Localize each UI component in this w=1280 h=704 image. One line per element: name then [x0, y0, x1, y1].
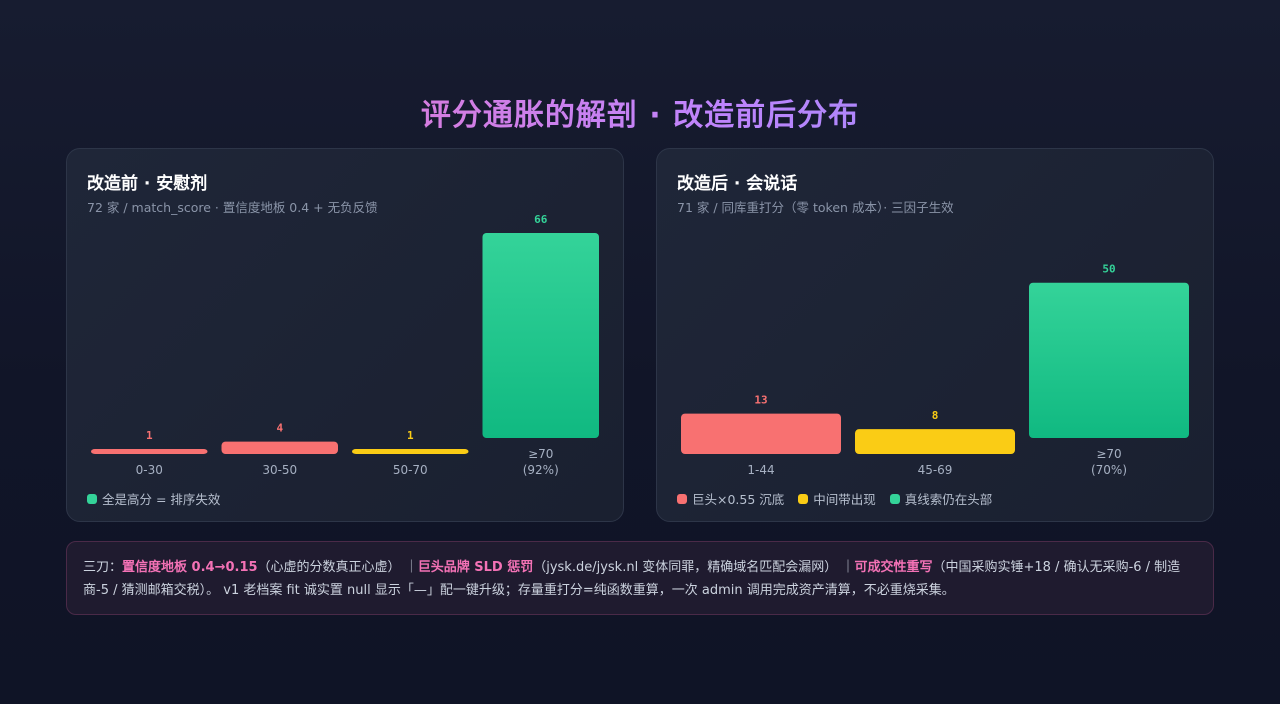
note-separator: ｜: [841, 560, 855, 575]
note-tail: v1 老档案 fit 诚实置 null 显示「—」配一键升级；存量重打分=纯函数…: [223, 583, 955, 598]
legend-before: 全是高分 = 排序失效: [87, 489, 220, 508]
note-body-1: （心虚的分数真正心虚）: [257, 560, 401, 575]
before-bar-value-2: 4: [276, 422, 283, 435]
note-head-1: 置信度地板 0.4→0.15: [122, 560, 258, 575]
after-legend-item: 真线索仍在头部: [889, 489, 993, 508]
before-bar-value-4: 66: [534, 213, 548, 226]
chart-title-before: 改造前 · 安慰剂: [87, 174, 208, 194]
after-bar-value-3: 50: [1102, 263, 1115, 276]
legend-label: 巨头×0.55 沉底: [692, 492, 785, 507]
before-legend-item: 全是高分 = 排序失效: [87, 489, 220, 508]
legend-swatch: [798, 493, 809, 504]
before-tick-label-1: 0-30: [136, 463, 163, 477]
after-tick-note-3: (70%): [1091, 463, 1127, 477]
note-head-2: 巨头品牌 SLD 惩罚: [417, 560, 534, 575]
after-legend-item: 巨头×0.55 沉底: [677, 489, 784, 508]
after-bar-1: [681, 413, 841, 454]
after-bar-value-2: 8: [932, 409, 939, 422]
bar-chart-before: 1 0-30 4 30-50 1 50-70 66 ≥70 (92%): [91, 213, 599, 477]
after-tick-label-3: ≥70: [1096, 447, 1121, 461]
after-bar-2: [855, 429, 1015, 454]
chart-card-after: 改造后 · 会说话 71 家 / 同库重打分（零 token 成本）· 三因子生…: [656, 148, 1214, 522]
page-title: 评分通胀的解剖 · 改造前后分布: [0, 90, 1280, 134]
before-tick-label-3: 50-70: [393, 463, 428, 477]
bar-chart-after: 13 1-44 8 45-69 50 ≥70 (70%): [681, 263, 1189, 477]
legend-label: 全是高分 = 排序失效: [102, 492, 221, 507]
chart-title-after: 改造后 · 会说话: [677, 174, 798, 194]
before-bar-1: [91, 449, 208, 454]
before-bar-4: [482, 233, 599, 438]
legend-swatch: [87, 493, 97, 504]
before-tick-note-4: (92%): [523, 463, 559, 477]
before-bar-3: [352, 449, 469, 454]
note-intro: 三刀：: [83, 560, 123, 575]
chart-card-before: 改造前 · 安慰剂 72 家 / match_score · 置信度地板 0.4…: [66, 148, 624, 522]
before-bar-2: [221, 441, 338, 454]
chart-subtitle-before: 72 家 / match_score · 置信度地板 0.4 + 无负反馈: [87, 200, 378, 215]
legend-label: 中间带出现: [813, 492, 876, 507]
after-bar-value-1: 13: [754, 394, 767, 407]
note-body-2: （jysk.de/jysk.nl 变体同罪，精确域名匹配会漏网）: [533, 560, 838, 575]
after-tick-label-1: 1-44: [747, 463, 774, 477]
after-bar-3: [1029, 282, 1189, 438]
before-bar-value-1: 1: [146, 429, 153, 442]
before-tick-label-4: ≥70: [528, 447, 553, 461]
chart-subtitle-after: 71 家 / 同库重打分（零 token 成本）· 三因子生效: [677, 200, 954, 215]
legend-after: 巨头×0.55 沉底 中间带出现 真线索仍在头部: [677, 489, 992, 508]
note-head-3: 可成交性重写: [854, 560, 933, 575]
legend-label: 真线索仍在头部: [904, 492, 993, 507]
summary-note: 三刀：置信度地板 0.4→0.15（心虚的分数真正心虚） ｜巨头品牌 SLD 惩…: [66, 541, 1214, 615]
note-separator: ｜: [404, 560, 418, 575]
note-body-3: （中国采购实锤+18 / 确认无采购-6 / 制造商-5 / 猜测邮箱交税）。: [83, 560, 1181, 598]
before-tick-label-2: 30-50: [262, 463, 297, 477]
after-legend-item: 中间带出现: [798, 489, 876, 508]
before-bar-value-3: 1: [407, 429, 414, 442]
legend-swatch: [677, 493, 687, 504]
legend-swatch: [889, 493, 900, 504]
after-tick-label-2: 45-69: [918, 463, 953, 477]
